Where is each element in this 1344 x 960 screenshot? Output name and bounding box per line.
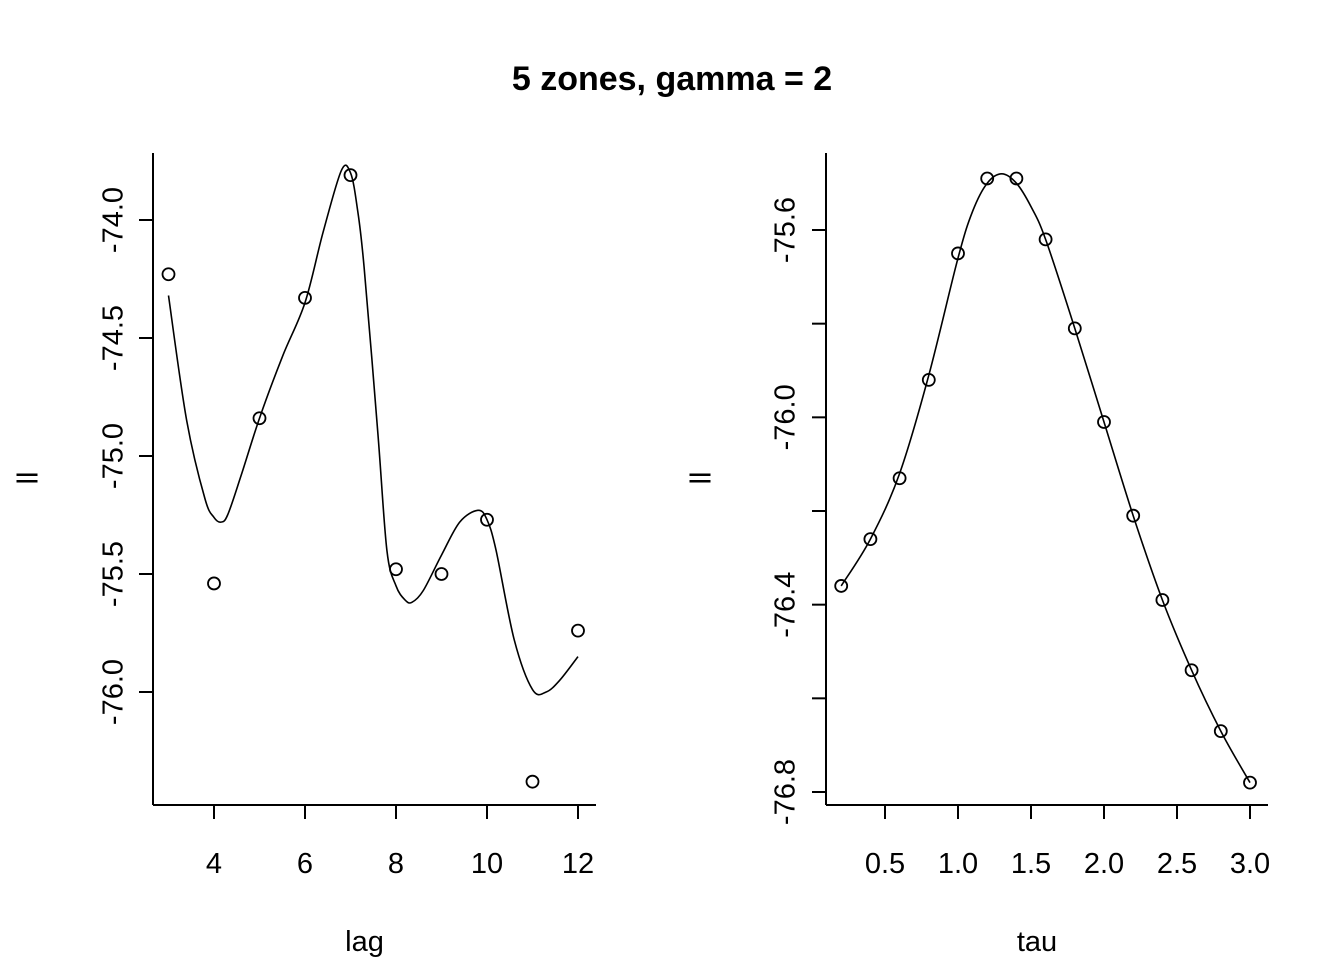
x-axis-label: tau xyxy=(1017,926,1057,958)
data-point xyxy=(863,532,878,546)
y-axis-label: ll xyxy=(686,472,718,485)
data-point xyxy=(571,623,585,638)
data-point xyxy=(389,562,403,577)
data-point xyxy=(834,579,849,593)
x-tick-label: 2.0 xyxy=(1084,848,1124,880)
data-point xyxy=(434,567,449,581)
data-point xyxy=(921,372,936,387)
data-point xyxy=(343,168,358,183)
x-tick-label: 6 xyxy=(297,848,313,880)
data-point xyxy=(1155,593,1170,607)
data-point xyxy=(252,411,267,426)
y-tick-label: -76.0 xyxy=(770,384,802,450)
data-point xyxy=(207,576,221,591)
y-tick-label: -75.0 xyxy=(98,423,130,489)
y-tick-label: -74.0 xyxy=(98,187,130,253)
x-tick-label: 8 xyxy=(388,848,404,880)
figure-title: 5 zones, gamma = 2 xyxy=(512,60,832,98)
data-point xyxy=(892,471,907,486)
x-tick-label: 2.5 xyxy=(1157,848,1197,880)
data-point xyxy=(525,774,540,789)
x-axis-label: lag xyxy=(345,926,384,958)
data-point xyxy=(1097,415,1111,429)
x-tick-label: 1.5 xyxy=(1011,848,1051,880)
y-tick-label: -74.5 xyxy=(98,305,130,371)
data-point xyxy=(161,267,176,282)
data-point xyxy=(980,171,995,186)
smooth-curve xyxy=(840,172,1251,783)
x-tick-label: 0.5 xyxy=(865,848,905,880)
right-panel-tau: 0.5 1.0 1.5 2.0 2.5 3.0 -75.6 -76.0 -76.4 -76.8 ta… xyxy=(686,153,1270,958)
left-panel-lag: 4 6 8 10 12 -74.0 -74.5 -75.0 -75.5 -76.0 lag ll xyxy=(13,153,596,958)
data-point xyxy=(1213,724,1228,739)
y-tick-label: -76.4 xyxy=(770,572,802,638)
data-point xyxy=(1243,775,1257,790)
y-tick-label: -75.6 xyxy=(770,197,802,263)
data-point xyxy=(480,512,494,527)
x-tick-label: 4 xyxy=(206,848,222,880)
x-tick-label: 3.0 xyxy=(1230,848,1270,880)
y-tick-label: -75.5 xyxy=(98,541,130,607)
data-point xyxy=(1067,321,1082,336)
data-point xyxy=(1184,663,1199,678)
x-tick-label: 12 xyxy=(562,848,594,880)
y-tick-label: -76.0 xyxy=(98,659,130,725)
data-point xyxy=(1009,171,1024,186)
y-axis-label: ll xyxy=(13,472,45,485)
y-tick-label: -76.8 xyxy=(770,759,802,825)
data-point xyxy=(951,246,965,261)
smooth-curve xyxy=(167,164,579,696)
x-tick-label: 10 xyxy=(471,848,503,880)
x-tick-label: 1.0 xyxy=(938,848,978,880)
data-point xyxy=(1126,508,1141,523)
data-point xyxy=(298,290,312,305)
data-point xyxy=(1038,232,1053,247)
